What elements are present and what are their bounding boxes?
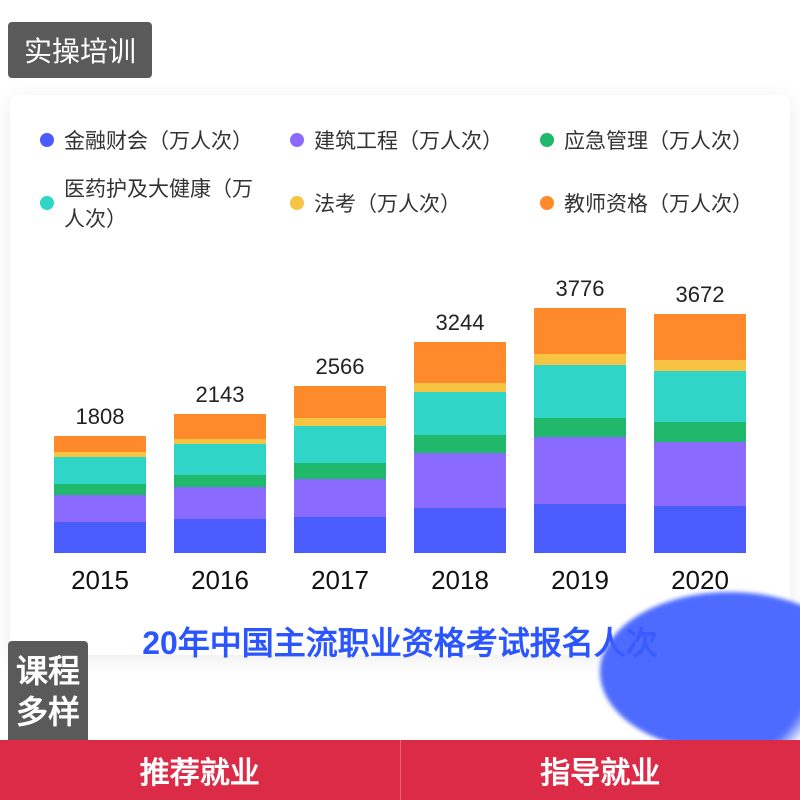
bar-segment: [294, 479, 386, 517]
legend-swatch: [290, 133, 304, 147]
bar-segment: [54, 457, 146, 484]
legend-swatch: [540, 133, 554, 147]
legend-item: 应急管理（万人次）: [540, 125, 770, 155]
bar-segment: [174, 487, 266, 519]
bar-segment: [534, 308, 626, 355]
bar-segment: [654, 314, 746, 360]
badge-practical-training: 实操培训: [8, 22, 152, 78]
bar-segment: [414, 392, 506, 435]
bar-stack: [534, 308, 626, 553]
bar-segment: [54, 495, 146, 523]
legend-label: 法考（万人次）: [314, 188, 461, 218]
bar-segment: [174, 475, 266, 487]
bar-segment: [654, 422, 746, 442]
legend-item: 教师资格（万人次）: [540, 173, 770, 233]
badge-line: 课程: [16, 651, 80, 693]
legend-label: 医药护及大健康（万人次）: [64, 173, 270, 233]
bar-segment: [174, 519, 266, 553]
legend-item: 建筑工程（万人次）: [290, 125, 520, 155]
bar-segment: [414, 508, 506, 554]
bar-segment: [294, 517, 386, 553]
bar-total-label: 3672: [676, 282, 725, 308]
stacked-bar-chart: 1808 2143 2566 3244 3776 3672: [30, 273, 770, 553]
bar-column: 2566: [290, 354, 390, 553]
bar-segment: [414, 435, 506, 453]
legend-label: 建筑工程（万人次）: [314, 125, 503, 155]
bar-stack: [174, 414, 266, 553]
bar-segment: [54, 436, 146, 452]
bar-column: 3244: [410, 310, 510, 553]
chart-card: 金融财会（万人次） 建筑工程（万人次） 应急管理（万人次） 医药护及大健康（万人次） 法…: [10, 95, 790, 655]
bar-segment: [534, 437, 626, 503]
bar-segment: [294, 426, 386, 462]
legend-swatch: [290, 196, 304, 210]
legend-swatch: [40, 196, 54, 210]
legend-label: 教师资格（万人次）: [564, 188, 753, 218]
bar-column: 1808: [50, 404, 150, 553]
bar-total-label: 2566: [316, 354, 365, 380]
legend-item: 金融财会（万人次）: [40, 125, 270, 155]
bar-total-label: 2143: [196, 382, 245, 408]
bar-segment: [174, 414, 266, 439]
bar-segment: [654, 360, 746, 371]
legend-swatch: [540, 196, 554, 210]
bar-segment: [294, 386, 386, 418]
bar-segment: [54, 522, 146, 553]
bar-total-label: 3244: [436, 310, 485, 336]
bar-stack: [54, 436, 146, 553]
footer-guide-job: 指导就业: [400, 740, 800, 800]
chart-x-axis: 201520162017201820192020: [30, 553, 770, 596]
bar-segment: [654, 506, 746, 553]
footer-recommend-job: 推荐就业: [0, 740, 400, 800]
legend-label: 金融财会（万人次）: [64, 125, 253, 155]
bar-column: 2143: [170, 382, 270, 553]
bar-total-label: 3776: [556, 276, 605, 302]
legend-item: 医药护及大健康（万人次）: [40, 173, 270, 233]
x-axis-label: 2015: [50, 565, 150, 596]
x-axis-label: 2018: [410, 565, 510, 596]
bar-total-label: 1808: [76, 404, 125, 430]
x-axis-label: 2019: [530, 565, 630, 596]
bar-segment: [54, 484, 146, 494]
badge-courses-various: 课程 多样: [8, 641, 88, 744]
page: 实操培训 金融财会（万人次） 建筑工程（万人次） 应急管理（万人次） 医药护及大健康（…: [0, 0, 800, 800]
bar-segment: [534, 418, 626, 438]
footer-bar: 推荐就业 指导就业: [0, 740, 800, 800]
bar-segment: [414, 383, 506, 393]
bar-segment: [654, 442, 746, 506]
bar-column: 3776: [530, 276, 630, 553]
bar-segment: [534, 365, 626, 418]
bar-column: 3672: [650, 282, 750, 553]
bar-segment: [654, 371, 746, 422]
badge-line: 多样: [16, 692, 80, 734]
bar-segment: [414, 453, 506, 508]
legend-item: 法考（万人次）: [290, 173, 520, 233]
bar-stack: [414, 342, 506, 553]
x-axis-label: 2016: [170, 565, 270, 596]
legend-label: 应急管理（万人次）: [564, 125, 753, 155]
bar-segment: [534, 354, 626, 364]
bar-stack: [654, 314, 746, 553]
bar-segment: [414, 342, 506, 383]
legend-swatch: [40, 133, 54, 147]
bar-segment: [294, 463, 386, 479]
x-axis-label: 2017: [290, 565, 390, 596]
bar-segment: [294, 418, 386, 426]
bar-segment: [534, 504, 626, 553]
bar-segment: [174, 444, 266, 475]
bar-stack: [294, 386, 386, 553]
chart-legend: 金融财会（万人次） 建筑工程（万人次） 应急管理（万人次） 医药护及大健康（万人次） 法…: [30, 125, 770, 233]
